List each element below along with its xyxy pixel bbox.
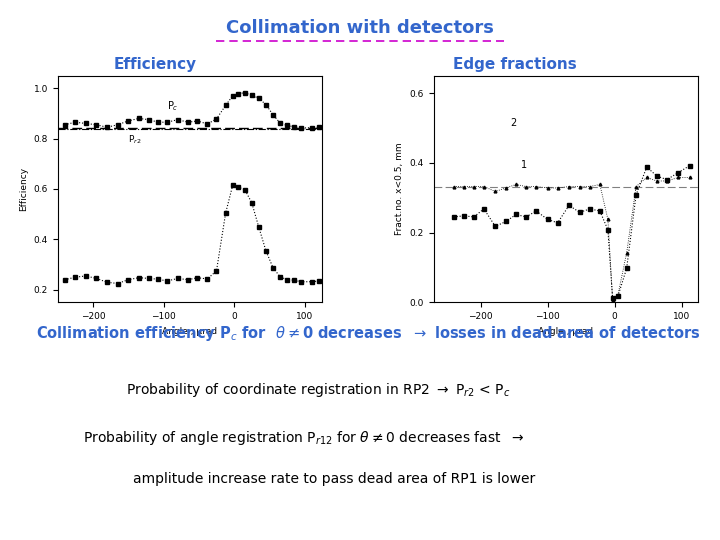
Text: 1: 1 — [521, 160, 527, 170]
Text: Probability of angle registration P$_{r12}$ for $\theta$$\neq$0 decreases fast  : Probability of angle registration P$_{r1… — [83, 429, 524, 447]
X-axis label: Angle , μrad: Angle , μrad — [163, 327, 217, 336]
Y-axis label: Fract.no. x<0.5, mm: Fract.no. x<0.5, mm — [395, 143, 404, 235]
Text: amplitude increase rate to pass dead area of RP1 is lower: amplitude increase rate to pass dead are… — [133, 472, 536, 487]
Y-axis label: Efficiency: Efficiency — [19, 167, 28, 211]
Text: Efficiency: Efficiency — [113, 57, 197, 72]
Text: Edge fractions: Edge fractions — [453, 57, 577, 72]
Text: 2: 2 — [510, 118, 517, 128]
X-axis label: Angle , μrad: Angle , μrad — [539, 327, 593, 336]
Text: Collimation with detectors: Collimation with detectors — [226, 19, 494, 37]
Text: P$_c$: P$_c$ — [167, 99, 179, 113]
Text: P$_{r2}$: P$_{r2}$ — [128, 133, 142, 146]
Text: Collimation efficiency P$_c$ for  $\theta$$\neq$0 decreases  $\rightarrow$ losse: Collimation efficiency P$_c$ for $\theta… — [36, 324, 701, 343]
Text: Probability of coordinate registration in RP2 $\rightarrow$ P$_{r2}$ < P$_c$: Probability of coordinate registration i… — [126, 381, 510, 399]
